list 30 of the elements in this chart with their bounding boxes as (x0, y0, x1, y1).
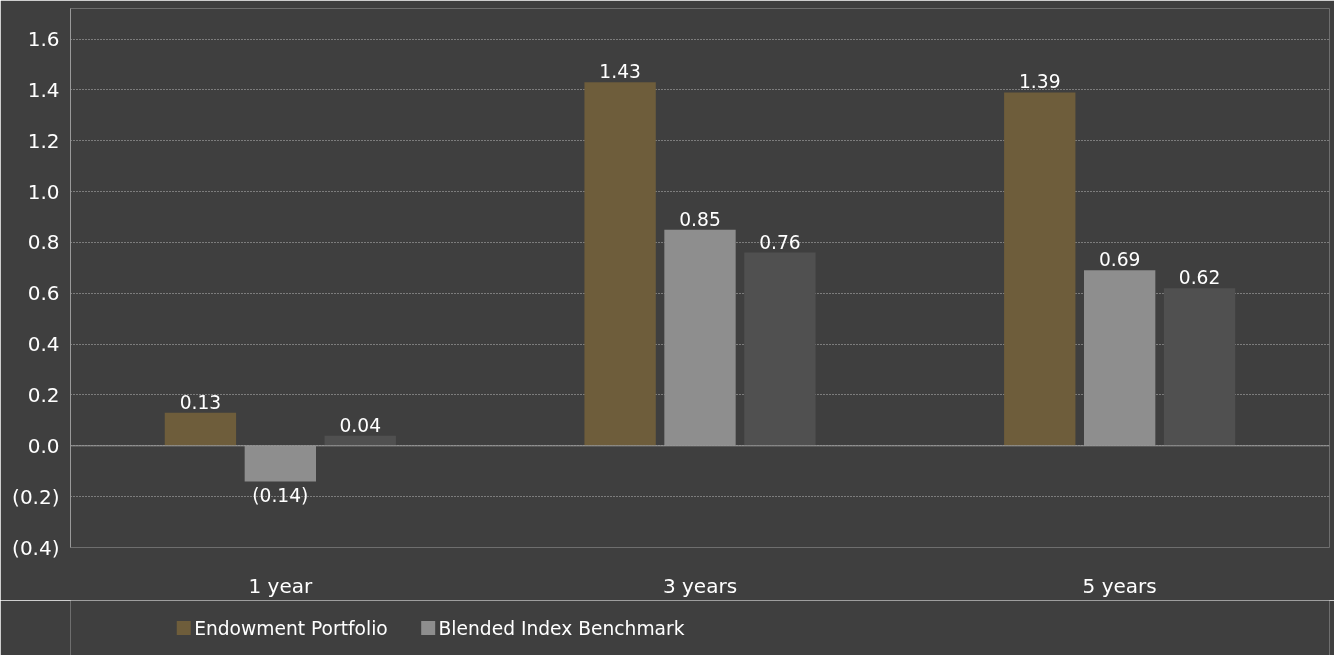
data-label: 0.13 (179, 391, 222, 413)
data-label: 1.39 (1018, 71, 1061, 93)
y-tick-label: 1.0 (27, 179, 60, 204)
legend-label: Blended Index Benchmark (438, 617, 685, 639)
data-label: (0.14) (252, 485, 309, 507)
bar (744, 252, 816, 446)
y-tick-label: 1.2 (27, 128, 60, 153)
data-label: 0.62 (1178, 267, 1221, 289)
data-label: 0.69 (1098, 249, 1141, 271)
y-tick-label: 1.6 (27, 27, 60, 52)
x-tick-label: 1 year (248, 573, 313, 598)
data-label: 0.04 (339, 414, 382, 436)
y-tick-label: 0.4 (27, 332, 60, 357)
legend-label: Endowment Portfolio (194, 617, 388, 639)
y-tick-label: (0.2) (12, 484, 60, 509)
data-label: 1.43 (599, 61, 641, 83)
data-label: 0.76 (759, 231, 801, 253)
y-tick-label: 0.2 (27, 382, 60, 407)
bar (1163, 288, 1236, 446)
x-tick-label: 3 years (662, 573, 738, 598)
y-tick-label: 1.4 (27, 77, 60, 102)
bar (584, 82, 656, 446)
y-tick-label: (0.4) (12, 535, 60, 560)
bar (164, 412, 237, 446)
y-tick-label: 0.6 (27, 281, 60, 306)
bar (1004, 92, 1076, 446)
x-tick-label: 5 years (1082, 573, 1157, 598)
data-label: 0.85 (679, 208, 721, 230)
y-tick-label: 0.8 (27, 230, 60, 255)
y-tick-label: 0.0 (27, 433, 60, 458)
